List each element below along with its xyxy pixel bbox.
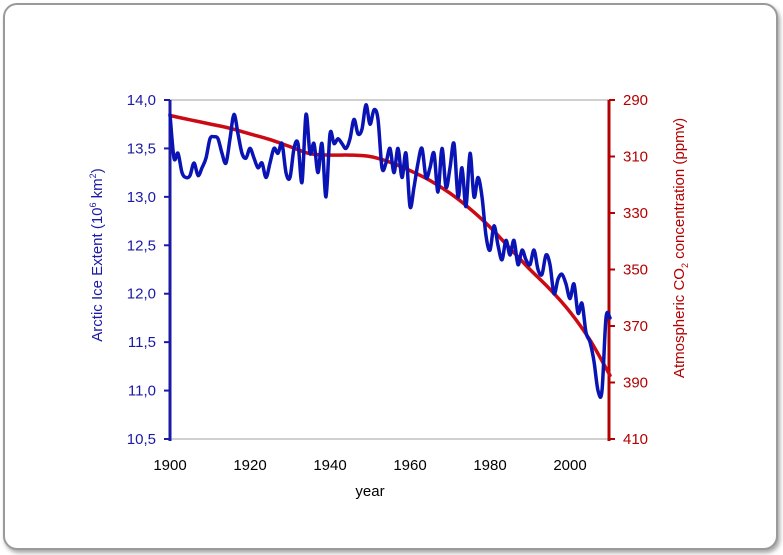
chart-frame [3, 3, 778, 550]
left-tick-label: 10,5 [127, 431, 156, 448]
left-tick-label: 12,5 [127, 237, 156, 254]
ice-extent-series-line [168, 103, 612, 399]
x-tick-label: 1940 [313, 457, 346, 474]
co2-series-line [168, 113, 612, 378]
right-tick-label: 290 [623, 92, 648, 109]
x-axis-title: year [355, 483, 384, 500]
right-axis-title: Atmospheric CO2 concentration (ppmv) [671, 118, 690, 378]
right-tick-label: 410 [623, 431, 648, 448]
left-tick-label: 11,0 [128, 383, 156, 400]
right-tick-label: 390 [623, 375, 648, 392]
right-tick-label: 330 [623, 205, 648, 222]
right-tick-label: 350 [623, 262, 648, 279]
left-tick-label: 13,0 [127, 189, 156, 206]
x-tick-label: 1980 [473, 457, 506, 474]
right-tick-label: 370 [623, 318, 648, 335]
x-tick-label: 1900 [153, 457, 186, 474]
x-tick-label: 1920 [233, 457, 266, 474]
left-axis-title: Arctic Ice Extent (106 km2) [88, 168, 106, 341]
x-tick-label: 2000 [553, 457, 586, 474]
x-tick-label: 1960 [393, 457, 426, 474]
left-tick-label: 12,0 [127, 286, 156, 303]
right-tick-label: 310 [623, 149, 648, 166]
left-tick-label: 11,5 [128, 334, 156, 351]
left-tick-label: 13,5 [127, 140, 156, 157]
left-tick-label: 14,0 [127, 92, 156, 109]
